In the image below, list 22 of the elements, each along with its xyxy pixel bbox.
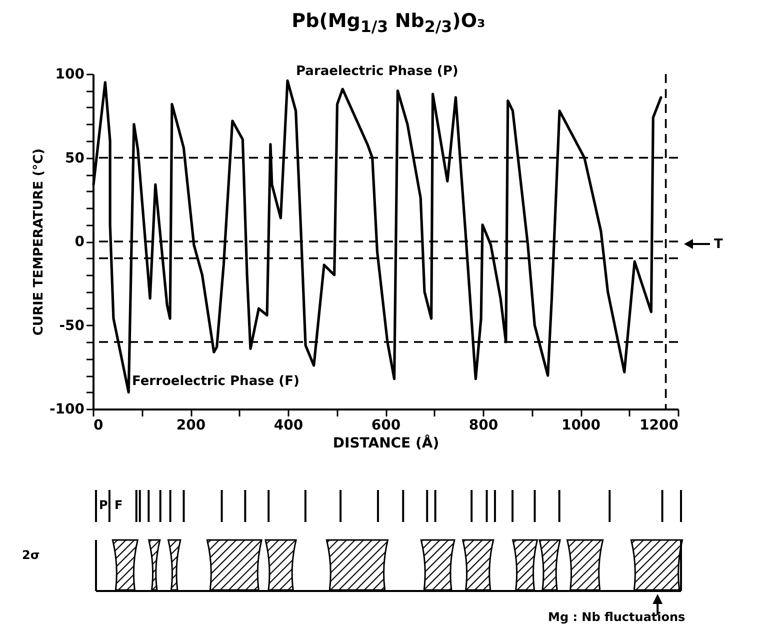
x-axis-title: DISTANCE (Å) [332, 434, 440, 452]
text: F [114, 498, 123, 512]
x-tick-label: 200 [176, 418, 206, 434]
y-tick-label: 0 [74, 234, 85, 250]
y-tick-label: -100 [49, 402, 85, 418]
y-tick-label: 100 [55, 66, 85, 82]
chart-title: Pb(Mg$_{1/3}$ Nb$_{2/3}$)O₃ [290, 10, 486, 36]
text: T [714, 237, 723, 252]
x-tick-label: 1200 [640, 418, 679, 434]
annotation: Ferroelectric Phase (F) [132, 374, 300, 389]
y-axis-title: CURIE TEMPERATURE (°C) [31, 148, 46, 336]
y-tick-label: -50 [59, 318, 85, 334]
text: Mg : Nb fluctuations [548, 610, 686, 624]
x-tick-label: 0 [94, 418, 104, 434]
x-tick-label: 400 [274, 418, 304, 434]
x-tick-label: 600 [371, 418, 401, 434]
x-tick-label: 1000 [562, 418, 601, 434]
annotation: Paraelectric Phase (P) [296, 64, 458, 79]
y-tick-label: 50 [65, 150, 85, 166]
text: 2σ [22, 548, 40, 562]
x-tick-label: 800 [468, 418, 498, 434]
text: P [99, 498, 108, 512]
